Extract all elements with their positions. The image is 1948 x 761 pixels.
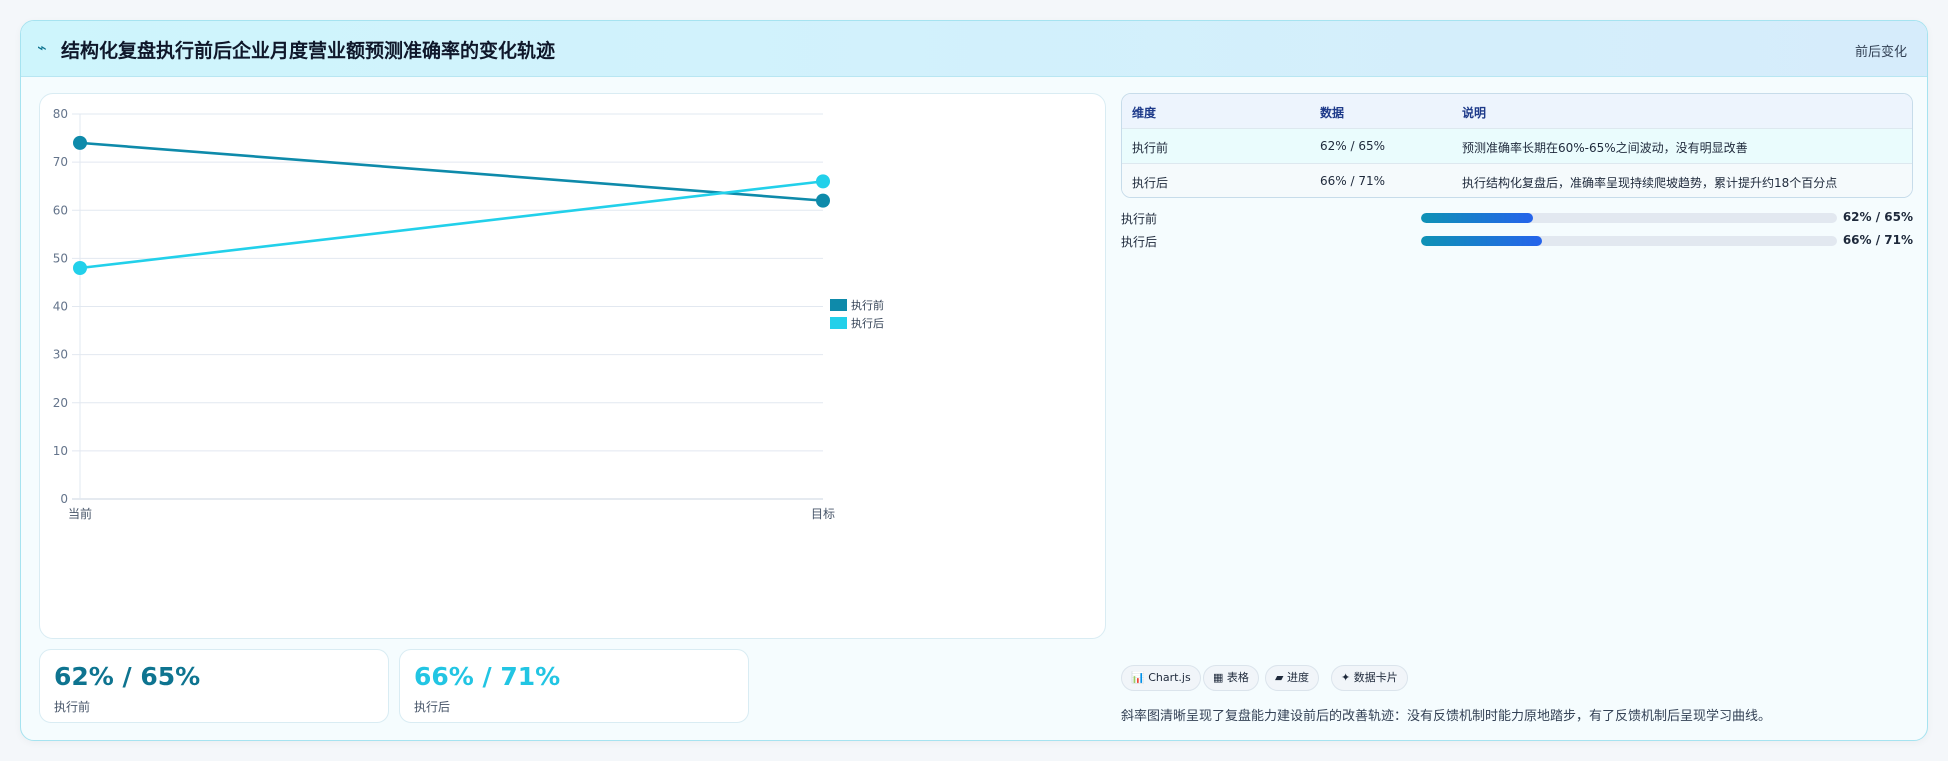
tag-table[interactable]: ▦ 表格 xyxy=(1203,665,1259,691)
stat-label: 执行后 xyxy=(414,700,451,714)
y-tick-label: 70 xyxy=(53,155,68,169)
tag-chartjs[interactable]: 📊 Chart.js xyxy=(1121,665,1201,691)
table-cell: 66% / 71% xyxy=(1320,174,1386,188)
stat-value: 62% / 65% xyxy=(54,662,201,691)
y-tick-label: 50 xyxy=(53,251,68,265)
stat-card-before: 62% / 65% 执行前 xyxy=(39,649,389,723)
progress-track xyxy=(1421,213,1837,223)
progress-label: 执行前 xyxy=(1121,212,1158,226)
y-tick-label: 30 xyxy=(53,348,68,362)
tag-progress[interactable]: ▰ 进度 xyxy=(1265,665,1319,691)
table-cell: 执行前 xyxy=(1132,141,1169,155)
progress-fill xyxy=(1421,213,1534,223)
stat-label: 执行前 xyxy=(54,700,91,714)
y-tick-label: 20 xyxy=(53,396,68,410)
table-row: 执行前 62% / 65% 预测准确率长期在60%-65%之间波动，没有明显改善 xyxy=(1122,129,1912,164)
progress-label: 执行后 xyxy=(1121,235,1158,249)
series-line xyxy=(79,141,824,202)
table-header-cell: 数据 xyxy=(1320,106,1345,120)
table-row: 执行后 66% / 71% 执行结构化复盘后，准确率呈现持续爬坡趋势，累计提升约… xyxy=(1122,164,1912,197)
table-cell: 执行结构化复盘后，准确率呈现持续爬坡趋势，累计提升约18个百分点 xyxy=(1462,176,1838,190)
stat-value: 66% / 71% xyxy=(414,662,561,691)
progress-track xyxy=(1421,236,1837,246)
x-tick-label: 目标 xyxy=(811,507,835,521)
progress-before: 执行前 62% / 65% xyxy=(1121,210,1913,226)
data-point xyxy=(816,193,830,208)
table-cell: 预测准确率长期在60%-65%之间波动，没有明显改善 xyxy=(1462,141,1748,155)
data-point xyxy=(73,135,87,150)
y-tick-label: 0 xyxy=(60,492,68,506)
footnote: 斜率图清晰呈现了复盘能力建设前后的改善轨迹：没有反馈机制时能力原地踏步，有了反馈… xyxy=(1121,709,1772,724)
tag-data-card[interactable]: ✦ 数据卡片 xyxy=(1331,665,1408,691)
data-table: 维度 数据 说明 执行前 62% / 65% 预测准确率长期在60%-65%之间… xyxy=(1121,93,1913,198)
legend-swatch xyxy=(830,317,847,329)
main-card: ⌁ 结构化复盘执行前后企业月度营业额预测准确率的变化轨迹 前后变化 0 10 20 3… xyxy=(20,20,1928,741)
progress-value: 62% / 65% xyxy=(1842,210,1913,224)
card-header: ⌁ 结构化复盘执行前后企业月度营业额预测准确率的变化轨迹 前后变化 xyxy=(21,21,1927,77)
table-header-row: 维度 数据 说明 xyxy=(1122,94,1912,129)
page-title: 结构化复盘执行前后企业月度营业额预测准确率的变化轨迹 xyxy=(61,40,556,62)
progress-value: 66% / 71% xyxy=(1842,233,1913,247)
legend-label: 执行前 xyxy=(851,298,884,312)
header-badge: 前后变化 xyxy=(1854,45,1907,60)
progress-fill xyxy=(1421,236,1542,246)
table-header-cell: 说明 xyxy=(1462,106,1487,120)
data-point xyxy=(816,174,830,189)
legend-label: 执行后 xyxy=(851,316,884,330)
progress-after: 执行后 66% / 71% xyxy=(1121,233,1913,249)
y-tick-label: 10 xyxy=(53,444,68,458)
y-tick-label: 60 xyxy=(53,203,68,217)
data-point xyxy=(73,261,87,275)
table-cell: 62% / 65% xyxy=(1320,139,1386,153)
table-header-cell: 维度 xyxy=(1132,106,1157,120)
legend-swatch xyxy=(830,299,847,311)
y-tick-label: 80 xyxy=(53,107,68,121)
trend-icon: ⌁ xyxy=(37,38,47,57)
series-line xyxy=(79,180,824,270)
y-tick-label: 40 xyxy=(53,300,68,314)
stat-card-after: 66% / 71% 执行后 xyxy=(399,649,749,723)
x-tick-label: 当前 xyxy=(68,506,92,521)
chart-panel: 0 10 20 30 40 50 60 70 80 当前 目标 执行前执行后 xyxy=(39,93,1106,639)
table-cell: 执行后 xyxy=(1132,176,1169,190)
